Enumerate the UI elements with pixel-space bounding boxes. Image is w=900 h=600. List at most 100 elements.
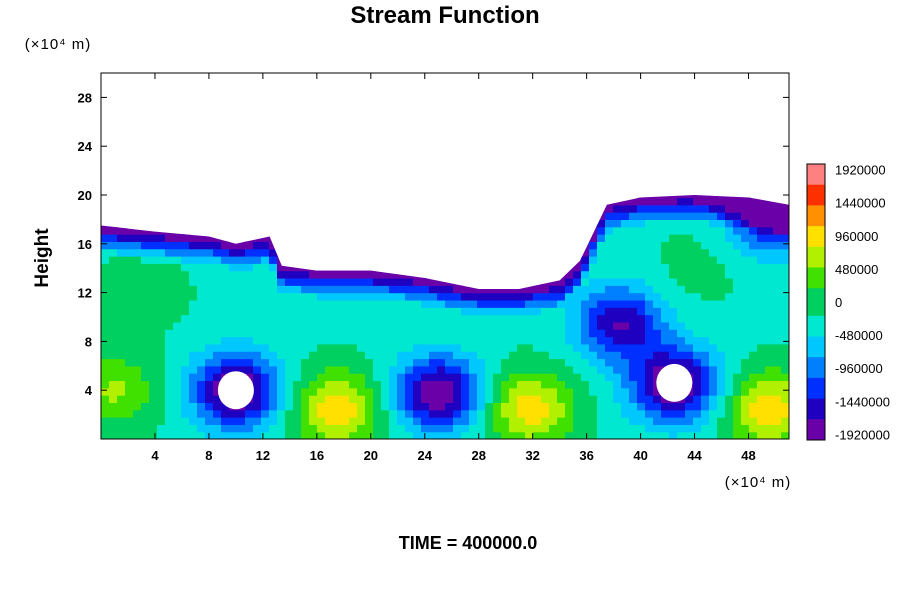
heatmap-cell (445, 204, 454, 213)
heatmap-cell (301, 256, 310, 264)
heatmap-cell (733, 139, 742, 147)
heatmap-cell (485, 409, 494, 418)
heatmap-cell (349, 256, 358, 264)
heatmap-cell (709, 417, 718, 425)
heatmap-cell (365, 117, 374, 125)
heatmap-cell (269, 132, 278, 140)
heatmap-cell (309, 102, 318, 110)
heatmap-cell (317, 263, 326, 272)
heatmap-cell (517, 299, 526, 308)
heatmap-cell (525, 358, 534, 367)
heatmap-cell (309, 195, 318, 199)
heatmap-cell (317, 424, 326, 433)
heatmap-cell (677, 212, 686, 220)
heatmap-cell (389, 336, 398, 345)
heatmap-cell (109, 226, 118, 235)
heatmap-cell (501, 168, 510, 176)
heatmap-cell (605, 365, 614, 374)
heatmap-cell (621, 161, 630, 169)
heatmap-cell (613, 314, 622, 323)
heatmap-cell (501, 409, 510, 418)
heatmap-cell (629, 95, 638, 103)
heatmap-cell (349, 424, 358, 433)
heatmap-cell (565, 336, 574, 345)
heatmap-cell (341, 417, 350, 425)
colorbar-tick-label: -1920000 (835, 427, 890, 442)
heatmap-cell (637, 248, 646, 257)
heatmap-cell (157, 373, 166, 382)
heatmap-cell (605, 102, 614, 110)
heatmap-cell (501, 373, 510, 382)
heatmap-cell (141, 285, 150, 294)
heatmap-cell (309, 263, 318, 272)
heatmap-cell (589, 80, 598, 88)
heatmap-cell (277, 424, 286, 433)
heatmap-cell (645, 402, 654, 411)
heatmap-cell (781, 195, 789, 199)
heatmap-cell (469, 248, 478, 257)
heatmap-cell (165, 387, 174, 396)
heatmap-cell (509, 277, 518, 286)
heatmap-cell (181, 263, 190, 272)
heatmap-cell (181, 102, 190, 110)
heatmap-cell (573, 365, 582, 374)
heatmap-cell (757, 154, 766, 162)
heatmap-cell (509, 307, 518, 316)
heatmap-cell (125, 183, 134, 191)
heatmap-cell (365, 110, 374, 118)
heatmap-cell (445, 321, 454, 330)
heatmap-cell (509, 409, 518, 418)
heatmap-cell (309, 110, 318, 118)
heatmap-cell (221, 124, 230, 132)
heatmap-cell (637, 204, 646, 213)
heatmap-cell (549, 161, 558, 169)
heatmap-cell (493, 343, 502, 352)
heatmap-cell (605, 256, 614, 264)
heatmap-cell (461, 424, 470, 433)
heatmap-cell (509, 424, 518, 433)
heatmap-cell (541, 402, 550, 411)
heatmap-cell (661, 102, 670, 110)
heatmap-cell (261, 183, 270, 191)
heatmap-cell (229, 117, 238, 125)
heatmap-cell (437, 365, 446, 374)
heatmap-cell (749, 409, 758, 418)
heatmap-cell (101, 351, 110, 360)
heatmap-cell (445, 256, 454, 264)
colorbar-segment (807, 295, 825, 303)
colorbar-segment (807, 302, 825, 310)
heatmap-cell (621, 73, 630, 81)
heatmap-cell (317, 234, 326, 242)
heatmap-cell (453, 402, 462, 411)
heatmap-cell (365, 263, 374, 272)
heatmap-cell (389, 417, 398, 425)
heatmap-cell (317, 195, 326, 199)
heatmap-cell (149, 424, 158, 433)
heatmap-cell (157, 387, 166, 396)
heatmap-cell (269, 161, 278, 169)
heatmap-cell (349, 380, 358, 389)
heatmap-cell (149, 431, 158, 439)
heatmap-cell (589, 248, 598, 257)
heatmap-cell (605, 358, 614, 367)
heatmap-cell (237, 329, 246, 338)
heatmap-cell (741, 277, 750, 286)
heatmap-cell (357, 277, 366, 286)
heatmap-cell (677, 110, 686, 118)
heatmap-cell (341, 256, 350, 264)
heatmap-cell (421, 139, 430, 147)
heatmap-cell (605, 336, 614, 345)
heatmap-cell (125, 431, 134, 439)
heatmap-cell (149, 402, 158, 411)
heatmap-cell (133, 336, 142, 345)
heatmap-cell (661, 329, 670, 338)
heatmap-cell (637, 365, 646, 374)
heatmap-cell (413, 365, 422, 374)
heatmap-cell (109, 358, 118, 367)
heatmap-cell (389, 314, 398, 323)
heatmap-cell (341, 219, 350, 228)
heatmap-cell (621, 248, 630, 257)
heatmap-cell (621, 139, 630, 147)
heatmap-cell (237, 219, 246, 228)
heatmap-cell (581, 321, 590, 330)
